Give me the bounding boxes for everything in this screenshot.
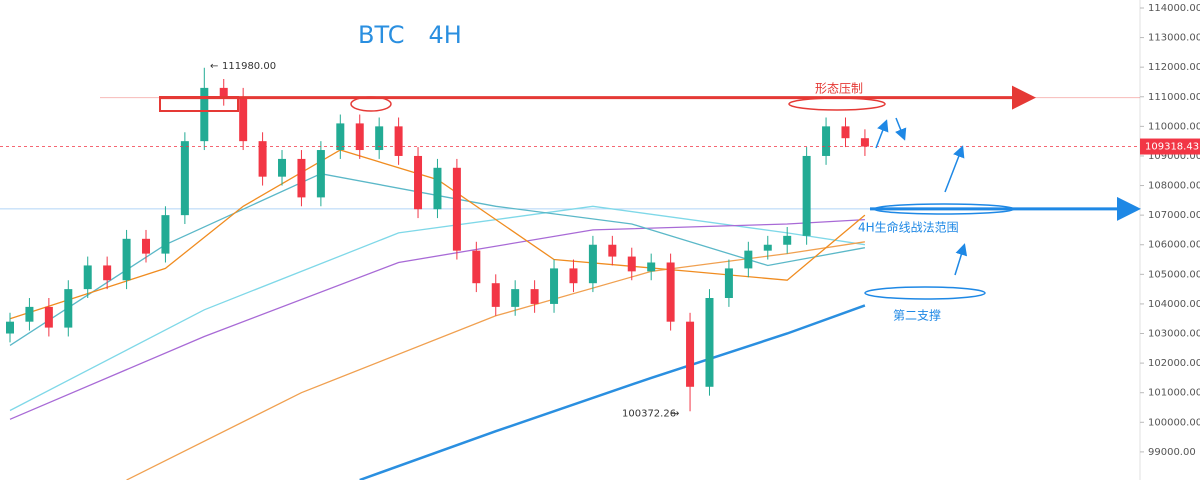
candle-body <box>627 256 636 272</box>
y-tick-label: 114000.00 <box>1148 3 1200 14</box>
candle-body <box>25 306 34 322</box>
candle-body <box>180 141 189 216</box>
highlight-ellipse <box>873 203 1015 215</box>
candle-body <box>569 268 578 284</box>
candle-body <box>647 262 656 272</box>
candle-body <box>258 141 267 177</box>
y-tick-label: 113000.00 <box>1148 33 1200 44</box>
candle-body <box>744 250 753 269</box>
low-label: 100372.26 <box>622 408 676 419</box>
candle-body <box>608 244 617 257</box>
highlight-ellipse <box>864 286 986 300</box>
candle-body <box>6 321 14 334</box>
last-price-label: 109318.43 <box>1145 142 1199 153</box>
candle-body <box>64 289 73 328</box>
annotation: 形态压制 <box>815 82 863 96</box>
low-arrow: → <box>671 408 679 419</box>
candle-body <box>802 155 811 236</box>
annotation: 4H生命线战法范围 <box>858 220 959 235</box>
y-tick-label: 99000.00 <box>1148 447 1196 458</box>
highlight-ellipse <box>788 97 886 111</box>
candle-body <box>550 268 559 304</box>
moving-average <box>9 218 865 420</box>
y-tick-label: 107000.00 <box>1148 210 1200 221</box>
y-tick-label: 106000.00 <box>1148 240 1200 251</box>
y-tick-label: 102000.00 <box>1148 358 1200 369</box>
candle-body <box>452 167 461 251</box>
candle-body <box>394 126 403 156</box>
y-tick-label: 108000.00 <box>1148 181 1200 192</box>
plot: 99000.00 100000.00 101000.00 102000.00 10300… <box>0 3 1200 480</box>
candle-body <box>83 265 92 290</box>
candle-body <box>103 265 112 281</box>
highlight-box <box>159 96 239 112</box>
candle-body <box>705 298 714 387</box>
candle-body <box>375 126 384 151</box>
trend-arrows <box>875 117 968 276</box>
candle-body <box>530 289 539 304</box>
candle-body <box>297 158 306 198</box>
candle-body <box>44 306 53 328</box>
moving-average <box>126 241 865 480</box>
high-arrow: ← <box>210 61 218 72</box>
moving-average <box>9 205 865 412</box>
y-tick-label: 112000.00 <box>1148 62 1200 73</box>
candle-body <box>860 138 869 147</box>
y-tick-label: 101000.00 <box>1148 388 1200 399</box>
candle-body <box>511 289 520 307</box>
last-price-tag <box>1140 138 1200 155</box>
y-tick-label: 109000.00 <box>1148 151 1200 162</box>
candle-body <box>336 123 345 151</box>
candle-body <box>122 238 131 281</box>
candle-body <box>433 167 442 210</box>
candle-body <box>724 268 733 299</box>
annotation: 第二支撑 <box>893 308 941 323</box>
candle-body <box>161 215 170 254</box>
candle-body <box>763 244 772 251</box>
y-tick-label: 104000.00 <box>1148 299 1200 310</box>
candle-body <box>491 283 500 307</box>
y-tick-label: 100000.00 <box>1148 417 1200 428</box>
candle-body <box>472 250 481 284</box>
highlight-ellipse <box>350 96 392 112</box>
candle-body <box>200 87 209 142</box>
candle-body <box>588 244 597 284</box>
candle-body <box>841 126 850 139</box>
candle-body <box>686 321 695 387</box>
moving-average <box>359 304 866 480</box>
candle-body <box>355 123 364 151</box>
candle-body <box>822 126 831 156</box>
candle-body <box>239 96 248 142</box>
candle-body <box>278 158 287 177</box>
candle-body <box>666 262 675 322</box>
candle-body <box>414 155 423 210</box>
y-tick-label: 105000.00 <box>1148 269 1200 280</box>
high-label: 111980.00 <box>222 61 276 72</box>
y-tick-label: 111000.00 <box>1148 92 1200 103</box>
y-tick-label: 103000.00 <box>1148 329 1200 340</box>
candle-body <box>316 150 325 198</box>
candle-body <box>219 87 228 97</box>
candle-body <box>783 235 792 245</box>
chart-title: BTC 4H <box>358 21 462 49</box>
y-tick-label: 110000.00 <box>1148 121 1200 132</box>
candle-body <box>142 238 151 254</box>
